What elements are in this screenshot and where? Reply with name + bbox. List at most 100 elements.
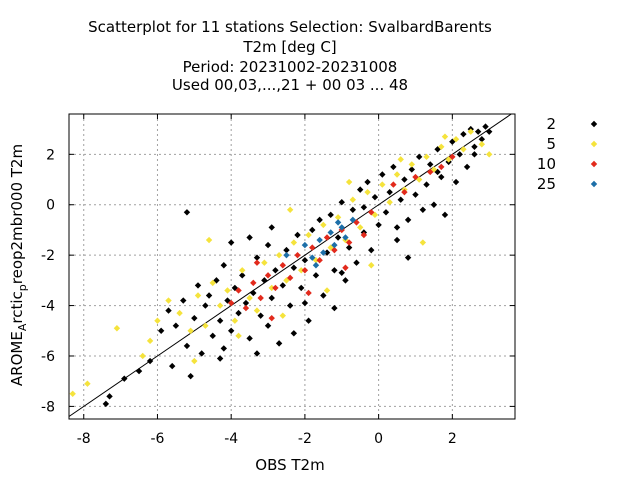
- data-point: [154, 317, 161, 324]
- data-point: [198, 350, 205, 357]
- data-point: [430, 201, 438, 208]
- data-point: [283, 251, 290, 259]
- data-point: [165, 307, 172, 314]
- data-point: [113, 325, 121, 332]
- data-point: [478, 141, 486, 148]
- data-point: [279, 262, 286, 269]
- data-point: [257, 312, 264, 319]
- data-point: [268, 294, 275, 302]
- x-axis-ticks: -8 -6 -4 -2 0 2: [77, 114, 457, 447]
- data-point: [191, 314, 198, 322]
- data-point: [349, 206, 357, 213]
- data-point: [268, 224, 275, 231]
- data-point: [250, 279, 257, 287]
- data-point: [412, 191, 419, 198]
- data-point: [227, 327, 235, 334]
- data-point: [146, 337, 154, 345]
- data-point: [172, 322, 180, 329]
- data-point: [393, 236, 401, 244]
- x-tick-label: 0: [374, 431, 383, 447]
- y-tick-label: -2: [41, 248, 55, 264]
- data-point: [353, 259, 360, 266]
- data-point: [275, 340, 283, 347]
- data-point: [316, 236, 323, 244]
- data-point: [246, 294, 253, 302]
- data-point: [227, 239, 235, 246]
- data-point: [169, 362, 176, 370]
- data-point: [84, 380, 91, 387]
- x-tick-label: 2: [448, 431, 457, 447]
- data-point: [205, 292, 213, 299]
- data-point: [467, 128, 474, 135]
- data-point: [419, 239, 427, 246]
- chart-title-line-3: Period: 20231002-20231008: [183, 58, 398, 76]
- data-point: [345, 244, 353, 251]
- data-point: [264, 272, 272, 279]
- data-point: [452, 178, 460, 186]
- data-point: [360, 204, 368, 211]
- data-point: [183, 342, 191, 350]
- data-point: [261, 277, 268, 284]
- y-label-part-3: reop2mbr000 T2m: [8, 144, 26, 284]
- data-point: [379, 171, 386, 178]
- legend-marker: [590, 160, 598, 168]
- data-point: [209, 332, 216, 340]
- data-point: [253, 259, 261, 266]
- data-point: [290, 239, 298, 246]
- data-point: [415, 153, 423, 161]
- data-point: [320, 221, 327, 229]
- y-tick-label: -4: [41, 299, 55, 315]
- data-point: [368, 209, 375, 216]
- data-point: [227, 299, 235, 307]
- y-tick-label: -6: [41, 349, 55, 365]
- data-point: [334, 219, 342, 226]
- data-point: [224, 287, 231, 294]
- data-point: [205, 236, 213, 244]
- data-point: [471, 151, 478, 158]
- data-point: [312, 272, 320, 279]
- data-point: [283, 246, 290, 254]
- data-point: [393, 171, 401, 178]
- one-to-one-line: [68, 113, 512, 417]
- data-point: [401, 188, 408, 196]
- data-point: [342, 264, 349, 271]
- data-point: [220, 345, 228, 352]
- y-label-sub-2: p: [16, 284, 29, 291]
- data-point: [323, 249, 331, 256]
- data-point: [356, 224, 364, 231]
- data-point: [364, 188, 371, 196]
- legend-marker: [590, 140, 598, 148]
- data-point: [438, 143, 445, 150]
- data-point: [382, 209, 390, 216]
- data-point: [371, 193, 379, 201]
- data-points: [69, 123, 493, 408]
- data-point: [404, 216, 412, 224]
- data-point: [301, 256, 309, 264]
- data-point: [438, 173, 445, 181]
- data-point: [305, 317, 312, 324]
- data-point: [327, 211, 334, 219]
- data-point: [279, 312, 286, 319]
- data-point: [187, 372, 194, 380]
- data-point: [305, 289, 312, 297]
- data-point: [298, 284, 305, 292]
- data-point: [471, 143, 478, 150]
- data-point: [253, 254, 261, 261]
- data-point: [261, 259, 268, 266]
- plot-frame: [68, 113, 516, 420]
- data-point: [423, 153, 430, 161]
- data-point: [441, 133, 449, 140]
- data-point: [412, 173, 419, 181]
- data-point: [386, 199, 393, 206]
- data-point: [242, 304, 250, 312]
- data-point: [478, 136, 486, 143]
- data-point: [301, 267, 309, 274]
- data-point: [121, 375, 128, 382]
- data-point: [449, 153, 456, 161]
- data-point: [253, 307, 261, 314]
- data-point: [257, 294, 264, 302]
- data-point: [139, 352, 146, 360]
- data-point: [338, 199, 345, 206]
- data-point: [371, 211, 379, 219]
- y-tick-label: 2: [46, 147, 55, 163]
